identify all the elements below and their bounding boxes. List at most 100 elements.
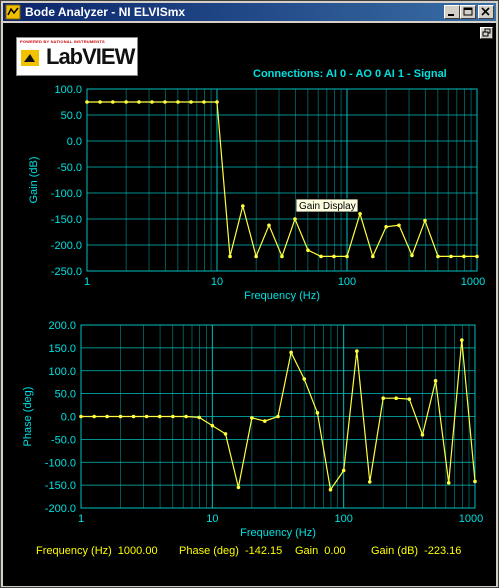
phase-y-tick-label: 50.0 [55, 389, 76, 401]
gain-y-tick-label: -150.0 [51, 214, 82, 226]
readout-phase-value: -142.15 [244, 545, 283, 557]
gain-x-tick-label: 1000 [461, 276, 485, 288]
readout-phase: Phase (deg) -142.15 [179, 545, 282, 557]
gain-y-tick-label: -200.0 [51, 240, 82, 252]
phase-data-point [171, 414, 175, 419]
phase-data-point [367, 480, 372, 484]
gain-y-tick-label: 100.0 [54, 84, 82, 96]
phase-x-tick-label: 1000 [459, 513, 483, 525]
phase-data-point [223, 432, 228, 436]
gain-data-point [436, 254, 440, 259]
phase-data-point [355, 349, 359, 353]
gain-data-point [280, 254, 284, 259]
minimize-button[interactable] [444, 5, 460, 19]
maximize-button[interactable] [460, 5, 476, 19]
phase-data-point [394, 396, 398, 401]
gain-data-point [462, 254, 466, 259]
phase-data-point [105, 414, 109, 419]
gain-data-point [215, 100, 219, 104]
phase-data-point [302, 377, 307, 381]
close-button[interactable] [478, 5, 494, 19]
phase-data-point [420, 433, 425, 437]
labview-mark-icon [21, 50, 39, 66]
gain-data-point [475, 254, 479, 259]
readout-gain: Gain 0.00 [295, 545, 346, 557]
readout-gain-db: Gain (dB) -223.16 [371, 545, 461, 557]
phase-data-point [407, 397, 412, 401]
gain-data-point [241, 204, 245, 208]
phase-data-point [131, 414, 136, 419]
phase-data-point [250, 416, 254, 420]
phase-x-tick-label: 1 [78, 513, 84, 525]
phase-data-point [315, 411, 320, 415]
gain-data-point [202, 100, 206, 104]
main-panel: POWERED BY NATIONAL INSTRUMENTS LabVIEW … [3, 23, 496, 586]
gain-data-point [397, 223, 401, 228]
phase-y-tick-label: -50.0 [51, 434, 76, 446]
gain-data-point [150, 100, 154, 104]
phase-data-point [289, 350, 293, 355]
phase-y-tick-label: -150.0 [45, 480, 76, 492]
gain-data-point [293, 217, 297, 221]
readout-gain-label: Gain [295, 545, 319, 557]
gain-x-axis-title: Frequency (Hz) [244, 290, 320, 302]
gain-data-point [189, 100, 193, 104]
readout-frequency-value: 1000.00 [117, 545, 158, 557]
phase-data-point [236, 485, 241, 490]
phase-data-point [92, 414, 96, 419]
phase-data-point [210, 423, 215, 428]
readout-phase-label: Phase (deg) [179, 545, 239, 557]
gain-y-tick-label: -100.0 [51, 188, 82, 200]
phase-x-tick-label: 10 [206, 513, 218, 525]
phase-data-point [157, 414, 162, 419]
gain-data-point [137, 100, 141, 104]
panel-restore-button[interactable] [480, 27, 493, 39]
gain-y-tick-label: 50.0 [61, 110, 82, 122]
window-title: Bode Analyzer - NI ELVISmx [25, 5, 186, 19]
phase-data-point [328, 487, 333, 492]
bode-plots[interactable]: 100.050.00.0-50.0-100.0-150.0-200.0-250.… [3, 23, 496, 586]
gain-data-point [384, 225, 388, 229]
phase-y-tick-label: -100.0 [45, 457, 76, 469]
connections-label: Connections: AI 0 - AO 0 AI 1 - Signal [253, 68, 447, 80]
gain-y-tick-label: -50.0 [57, 162, 82, 174]
gain-display-tooltip-box [295, 198, 359, 213]
readout-gain-db-label: Gain (dB) [371, 545, 419, 557]
gain-y-tick-label: -250.0 [51, 266, 82, 278]
labview-logo: POWERED BY NATIONAL INSTRUMENTS LabVIEW [16, 37, 138, 76]
gain-data-point [85, 100, 89, 104]
phase-y-axis-title: Phase (deg) [22, 387, 34, 447]
phase-y-tick-label: 100.0 [48, 366, 76, 378]
gain-data-point [423, 218, 427, 223]
readout-gain-value: 0.00 [324, 545, 346, 557]
gain-data-point [410, 253, 414, 258]
gain-data-point [176, 100, 180, 104]
gain-plot-area [86, 88, 478, 272]
readout-frequency: Frequency (Hz) 1000.00 [36, 545, 158, 557]
gain-data-point [345, 254, 349, 259]
gain-data-point [306, 248, 310, 252]
readout-frequency-label: Frequency (Hz) [36, 545, 112, 557]
phase-data-point [118, 414, 123, 419]
restore-icon [482, 28, 491, 37]
gain-display-tooltip: Gain Display [299, 201, 356, 212]
phase-x-tick-label: 100 [334, 513, 352, 525]
gain-data-point [228, 254, 232, 259]
phase-data-point [144, 414, 149, 419]
phase-data-point [473, 479, 477, 484]
gain-data-point [111, 100, 115, 104]
title-bar[interactable]: Bode Analyzer - NI ELVISmx [3, 3, 496, 21]
close-icon [481, 7, 490, 16]
phase-data-point [79, 414, 83, 419]
phase-data-point [197, 415, 201, 420]
phase-data-point [184, 414, 188, 419]
gain-data-point [358, 212, 362, 216]
gain-data-point [319, 254, 323, 259]
gain-data-point [449, 254, 453, 259]
gain-y-axis-title: Gain (dB) [28, 156, 40, 203]
gain-x-tick-label: 10 [211, 276, 223, 288]
phase-data-point [263, 419, 267, 423]
gain-data-point [267, 223, 271, 228]
gain-data-point [371, 254, 375, 259]
